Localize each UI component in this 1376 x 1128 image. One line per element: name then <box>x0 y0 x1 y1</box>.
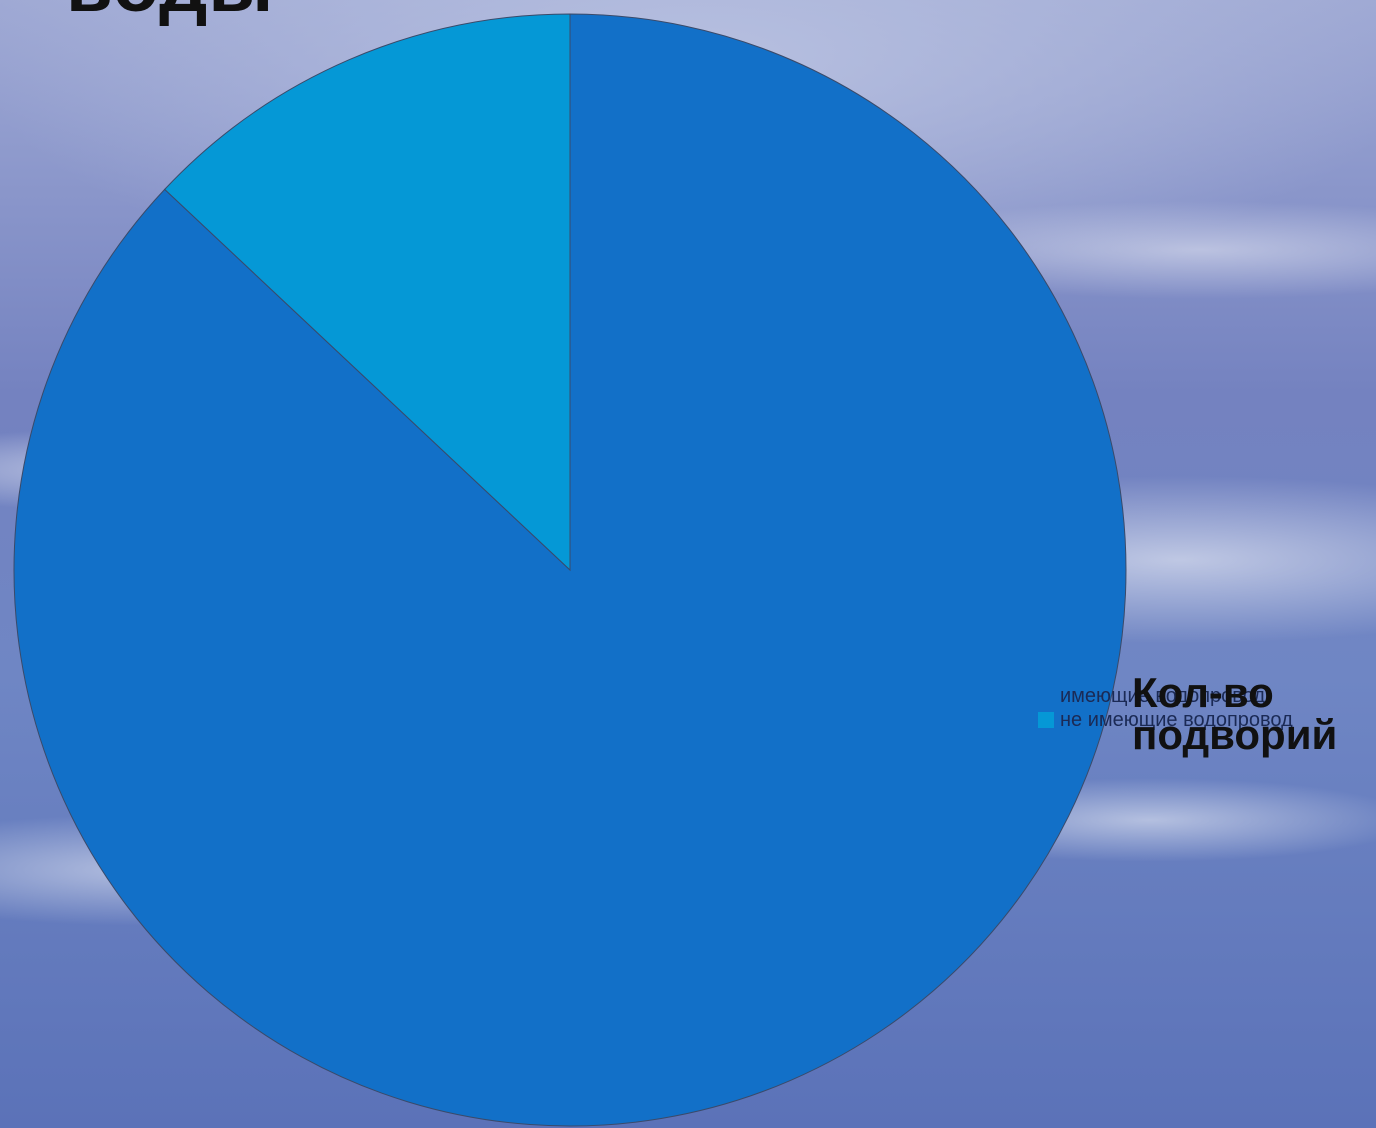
legend-item-no-water: не имеющие водопровод <box>1038 708 1293 732</box>
chart-series-title: Кол-во подворий <box>1132 669 1338 758</box>
legend-swatch-no-water <box>1038 712 1054 728</box>
pie-slice-no-water <box>163 13 571 572</box>
legend-item-has-water: имеющие водопровод <box>1038 684 1293 708</box>
legend-label-has-water: имеющие водопровод <box>1060 685 1266 707</box>
slide-title-fragment: воды <box>66 0 274 29</box>
legend-label-no-water: не имеющие водопровод <box>1060 709 1293 731</box>
chart-legend: имеющие водопровод не имеющие водопровод <box>1038 684 1293 732</box>
legend-swatch-has-water <box>1038 688 1054 704</box>
